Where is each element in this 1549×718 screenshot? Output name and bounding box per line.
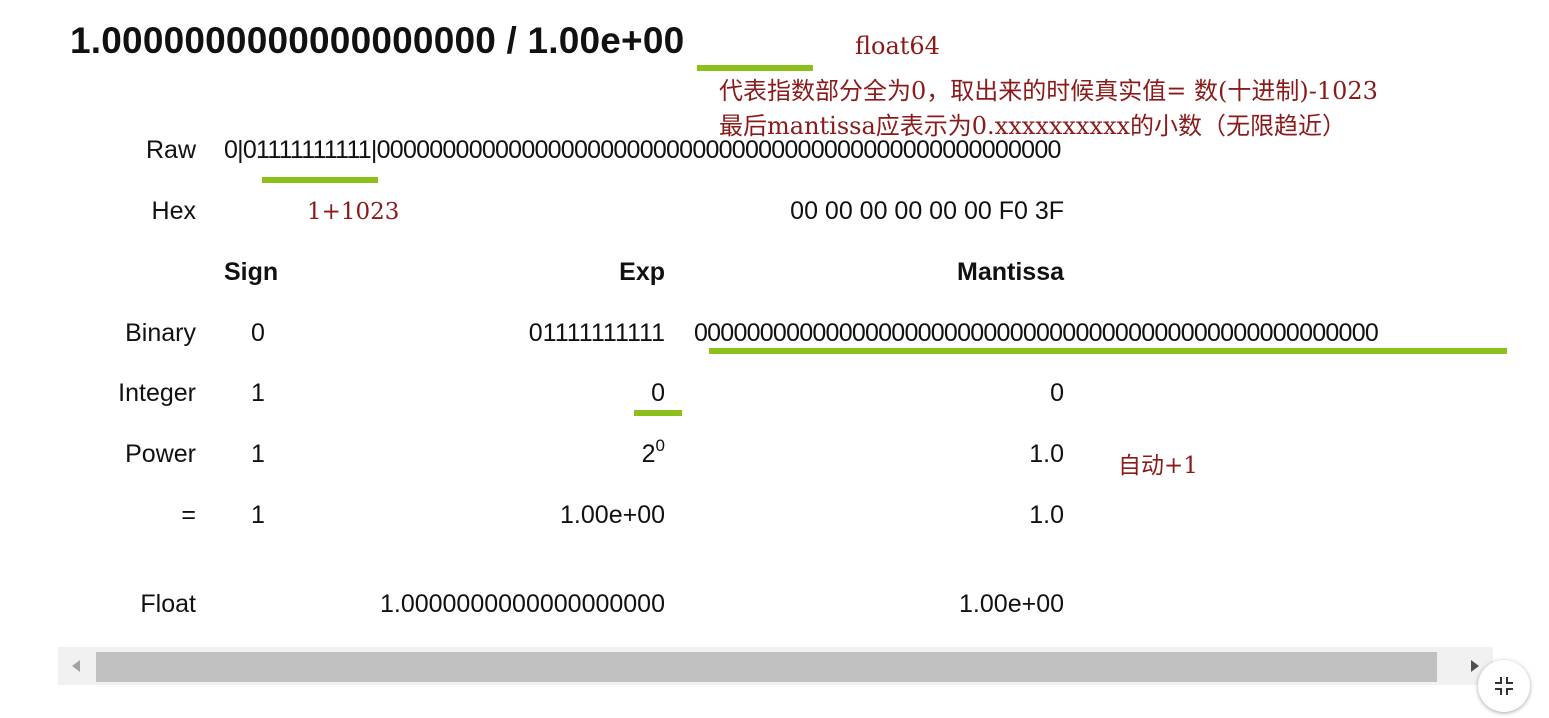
mantissa-highlight <box>709 348 1507 354</box>
triangle-left-icon <box>72 660 80 672</box>
bias-note: 1+1023 <box>307 199 400 225</box>
integer-exp-highlight <box>634 410 682 416</box>
binary-sign: 0 <box>251 319 265 347</box>
binary-exp: 01111111111 <box>528 319 665 347</box>
float-label: Float <box>140 590 196 618</box>
integer-exp: 0 <box>651 379 665 407</box>
integer-label: Integer <box>118 379 196 407</box>
power-label: Power <box>125 440 196 468</box>
column-header-sign: Sign <box>224 258 279 286</box>
scrollbar-thumb[interactable] <box>96 652 1437 682</box>
exp-note-line2: 最后mantissa应表示为0.xxxxxxxxxx的小数（无限趋近） <box>719 112 1347 140</box>
equals-label: = <box>181 501 196 529</box>
float-scientific: 1.00e+00 <box>959 590 1064 618</box>
power-exp: 20 <box>500 435 665 469</box>
scroll-left-button[interactable] <box>58 647 94 685</box>
equals-mantissa: 1.0 <box>1029 501 1064 529</box>
binary-mantissa: 0000000000000000000000000000000000000000… <box>694 319 1379 347</box>
integer-mantissa: 0 <box>1050 379 1064 407</box>
raw-exp-highlight <box>262 177 378 183</box>
triangle-right-icon <box>1471 660 1479 672</box>
power-exp-superscript: 0 <box>655 435 665 455</box>
raw-value: 0|01111111111|00000000000000000000000000… <box>224 136 1061 164</box>
power-sign: 1 <box>251 440 265 468</box>
exit-fullscreen-icon <box>1495 677 1513 695</box>
hex-label: Hex <box>151 197 196 225</box>
scroll-right-button[interactable] <box>1457 647 1493 685</box>
page-title: 1.0000000000000000000 / 1.00e+00 <box>70 20 685 61</box>
equals-exp: 1.00e+00 <box>560 501 665 529</box>
float-decimal: 1.0000000000000000000 <box>379 590 665 618</box>
type-note: float64 <box>855 32 940 60</box>
column-header-exp: Exp <box>619 258 665 286</box>
power-mantissa: 1.0 <box>1029 440 1064 468</box>
exp-note-line1: 代表指数部分全为0，取出来的时候真实值= 数(十进制)-1023 <box>719 77 1378 105</box>
column-header-mantissa: Mantissa <box>957 258 1064 286</box>
integer-sign: 1 <box>251 379 265 407</box>
binary-label: Binary <box>125 319 196 347</box>
exit-fullscreen-button[interactable] <box>1478 660 1530 712</box>
power-exp-base: 2 <box>641 440 656 468</box>
title-exp-highlight <box>697 65 813 71</box>
equals-sign: 1 <box>251 501 265 529</box>
hex-value: 00 00 00 00 00 00 F0 3F <box>790 197 1064 225</box>
raw-label: Raw <box>145 136 196 164</box>
auto-note: 自动+1 <box>1118 453 1198 479</box>
